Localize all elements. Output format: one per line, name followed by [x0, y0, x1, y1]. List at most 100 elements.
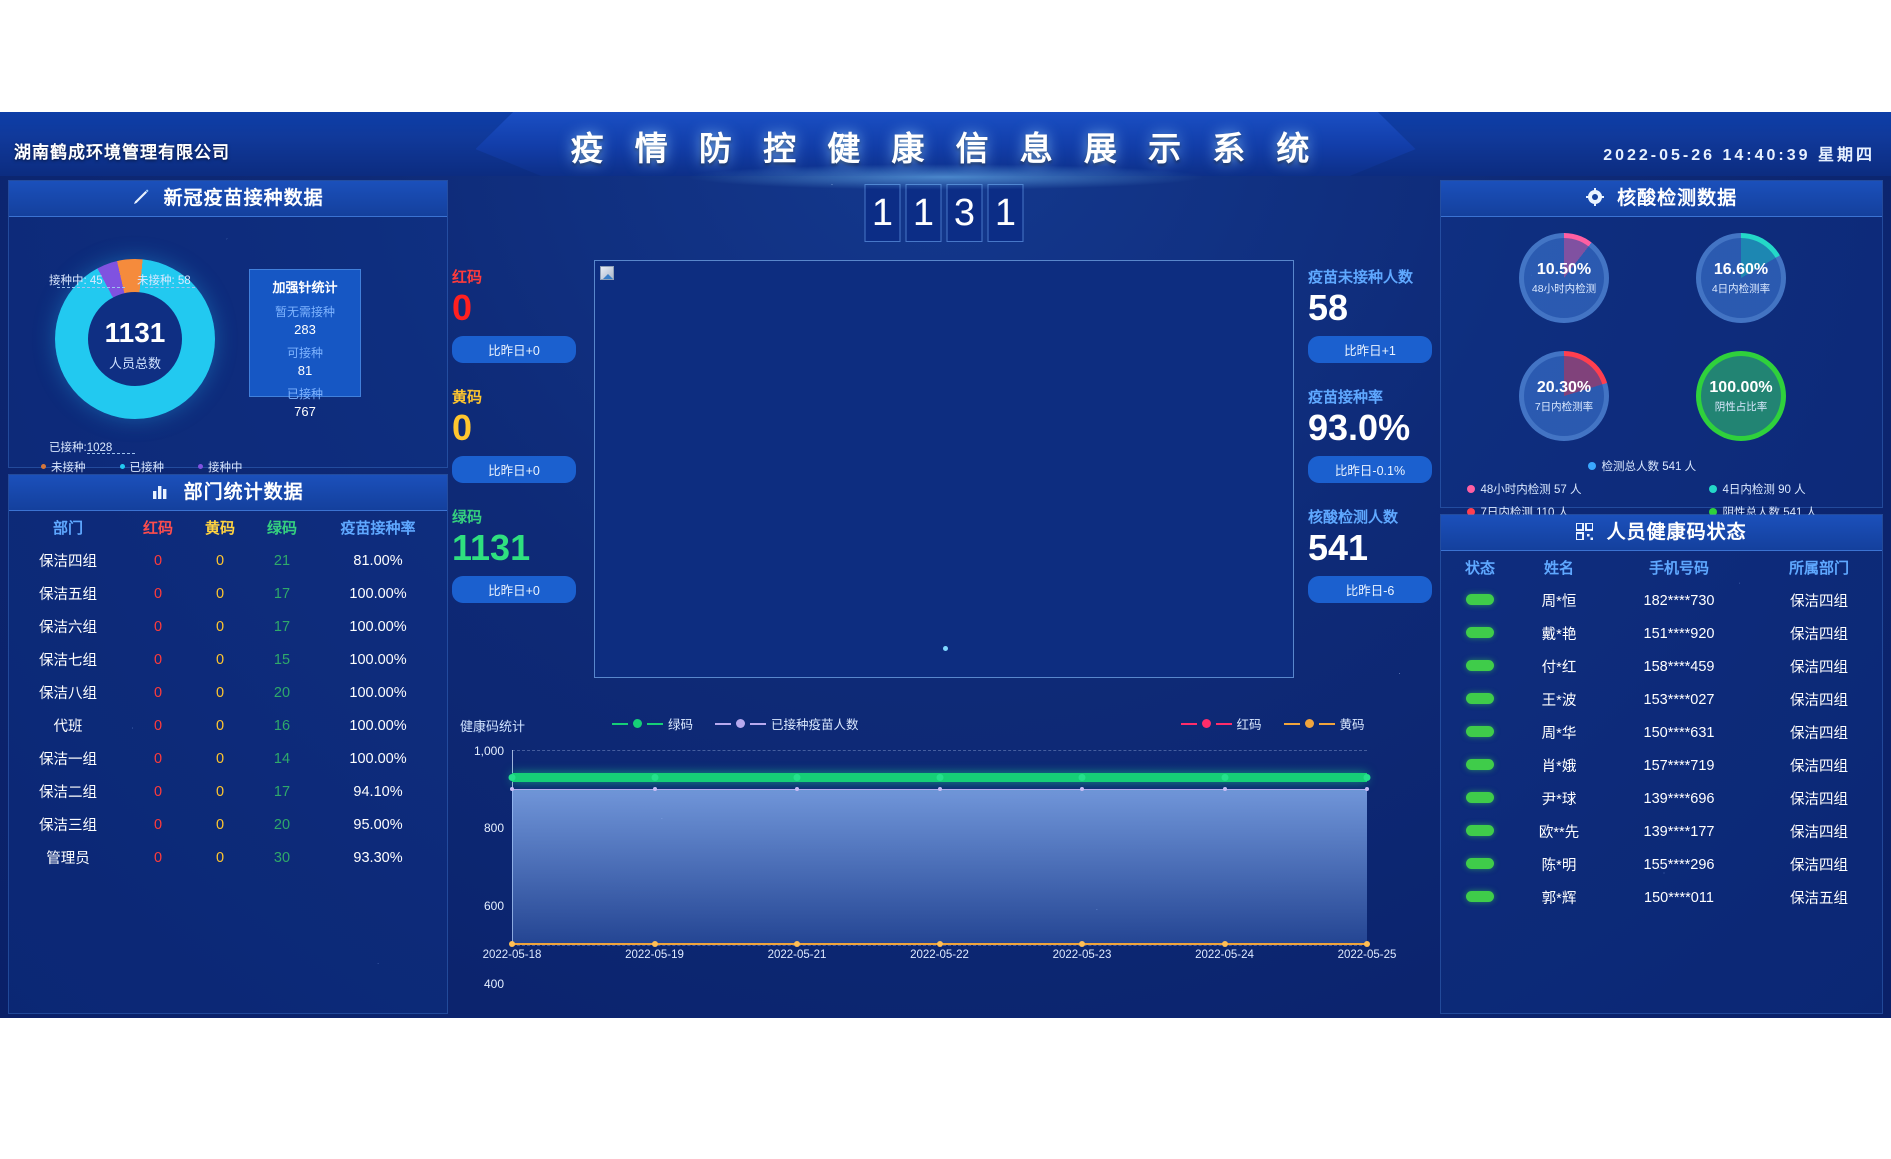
na-legend-item-1-text: 4日内检测 90 人 [1722, 484, 1806, 496]
legend-label-0: 未接种 [51, 462, 86, 474]
kpi-column-left: 红码 0 比昨日+0 黄码 0 比昨日+0 绿码 1131 比昨日+0 [452, 260, 580, 620]
legend-item-0[interactable]: 未接种 [41, 459, 86, 475]
list-item[interactable]: 戴*艳 151****920 保洁四组 [1441, 617, 1884, 650]
health-code-panel-title-text: 人员健康码状态 [1606, 522, 1747, 543]
kpi-value-left-0: 0 [452, 287, 473, 328]
health-code-cell-4-1: 周*华 [1541, 726, 1577, 742]
app-header: 湖南鹤成环境管理有限公司 疫 情 防 控 健 康 信 息 展 示 系 统 202… [0, 112, 1891, 190]
table-row[interactable]: 保洁二组 0 0 17 94.10% [9, 775, 449, 808]
list-item[interactable]: 王*波 153****027 保洁四组 [1441, 683, 1884, 716]
department-cell-5-4: 100.00% [349, 717, 407, 734]
chart-point-gpt-3 [936, 774, 943, 781]
na-legend-item-2-dot [1466, 508, 1475, 516]
green-code-pill [1466, 692, 1494, 704]
department-panel-title: 部门统计数据 [9, 475, 447, 511]
kpi-card-right-0[interactable]: 疫苗未接种人数 58 比昨日+1 [1308, 260, 1436, 380]
na-legend-item-0-text: 48小时内检测 57 人 [1480, 484, 1582, 496]
table-row[interactable]: 代班 0 0 16 100.00% [9, 709, 449, 742]
counter-digit-0: 1 [864, 184, 901, 242]
booster-label-2: 已接种 [286, 387, 323, 401]
donut-label-not-vaccinated: 未接种: 58 [137, 275, 191, 287]
health-code-cell-4-2: 150****631 [1643, 724, 1715, 741]
chart-legend-line2-0 [647, 722, 663, 725]
chart-point-opt-2 [794, 941, 800, 947]
list-item[interactable]: 陈*明 155****296 保洁四组 [1441, 848, 1884, 881]
chart-legend-item-2[interactable]: 红码 [1180, 714, 1262, 733]
health-code-cell-2-3: 保洁四组 [1790, 660, 1848, 676]
table-row[interactable]: 保洁四组 0 0 21 81.00% [9, 544, 449, 577]
legend-item-1[interactable]: 已接种 [119, 459, 164, 475]
chart-legend-dot-0 [633, 719, 642, 728]
department-cell-2-1: 0 [153, 618, 163, 635]
table-row[interactable]: 保洁六组 0 0 17 100.00% [9, 610, 449, 643]
table-row[interactable]: 保洁三组 0 0 20 95.00% [9, 808, 449, 841]
kpi-title-left-1: 黄码 [452, 389, 483, 406]
department-panel-title-text: 部门统计数据 [183, 482, 304, 503]
department-col-header-3: 绿码 [266, 520, 297, 537]
table-row[interactable]: 保洁八组 0 0 20 100.00% [9, 676, 449, 709]
department-cell-2-4: 100.00% [349, 618, 407, 635]
kpi-card-left-1[interactable]: 黄码 0 比昨日+0 [452, 380, 580, 500]
booster-title: 加强针统计 [272, 280, 338, 295]
map-visualization[interactable] [594, 260, 1294, 678]
health-code-panel-title: 人员健康码状态 [1441, 515, 1882, 551]
gauge-0: 10.50% 48小时内检测 [1519, 233, 1609, 323]
chart-point-ppt-2 [795, 787, 799, 791]
leader-line-2 [145, 287, 195, 288]
kpi-title-left-0: 红码 [452, 269, 483, 286]
chart-point-opt-1 [651, 941, 658, 947]
kpi-card-right-1[interactable]: 疫苗接种率 93.0% 比昨日-0.1% [1308, 380, 1436, 500]
counter-digit-3: 1 [987, 184, 1024, 242]
health-code-cell-5-3: 保洁四组 [1790, 759, 1848, 775]
table-row[interactable]: 保洁一组 0 0 14 100.00% [9, 742, 449, 775]
kpi-delta-right-0: 比昨日+1 [1308, 336, 1432, 363]
table-row[interactable]: 保洁七组 0 0 15 100.00% [9, 643, 449, 676]
chart-point-ppt-3 [937, 787, 942, 791]
list-item[interactable]: 欧**先 139****177 保洁四组 [1441, 815, 1884, 848]
chart-legend-item-3[interactable]: 黄码 [1283, 714, 1365, 733]
list-item[interactable]: 尹*球 139****696 保洁四组 [1441, 782, 1884, 815]
gauge-1: 16.60% 4日内检测率 [1696, 233, 1786, 323]
chart-legend-item-0[interactable]: 绿码 [612, 714, 693, 733]
gauge-inner-0: 10.50% 48小时内检测 [1524, 238, 1604, 318]
list-item[interactable]: 周*恒 182****730 保洁四组 [1441, 584, 1884, 617]
leader-line-1 [57, 287, 125, 288]
chart-point-ppt-5 [1222, 787, 1227, 791]
department-cell-8-0: 保洁三组 [39, 818, 97, 834]
health-code-cell-6-1: 尹*球 [1541, 792, 1577, 808]
list-item[interactable]: 肖*娥 157****719 保洁四组 [1441, 749, 1884, 782]
booster-value-0: 283 [294, 322, 316, 337]
na-legend-item-1: 4日内检测 90 人 [1708, 481, 1859, 497]
chart-ytick-3: 600 [483, 899, 504, 913]
health-code-cell-0-3: 保洁四组 [1790, 594, 1848, 610]
donut-legend: 未接种 已接种 接种中 [29, 459, 429, 475]
donut-ring [55, 259, 215, 419]
green-code-pill [1466, 659, 1494, 671]
department-cell-3-4: 100.00% [349, 651, 407, 668]
department-cell-9-2: 0 [215, 849, 225, 866]
page-title: 疫 情 防 控 健 康 信 息 展 示 系 统 [570, 130, 1321, 167]
legend-dot-2 [198, 464, 203, 469]
chart-legend-item-1[interactable]: 已接种疫苗人数 [715, 714, 859, 733]
list-item[interactable]: 付*红 158****459 保洁四组 [1441, 650, 1884, 683]
table-row[interactable]: 管理员 0 0 30 93.30% [9, 841, 449, 874]
chart-point-opt-5 [1221, 941, 1228, 947]
kpi-card-left-2[interactable]: 绿码 1131 比昨日+0 [452, 500, 580, 620]
health-code-cell-9-1: 郭*辉 [1541, 891, 1577, 907]
chart-legend-label-3: 黄码 [1339, 718, 1365, 732]
status-badge [1441, 791, 1519, 807]
department-cell-0-4: 81.00% [353, 552, 403, 569]
legend-item-2[interactable]: 接种中 [198, 459, 243, 475]
na-legend-item-1-dot [1708, 485, 1717, 493]
list-item[interactable]: 郭*辉 150****011 保洁五组 [1441, 881, 1884, 914]
department-cell-3-0: 保洁七组 [39, 653, 97, 669]
chart-title: 健康码统计 [460, 719, 526, 734]
department-cell-4-3: 20 [273, 684, 291, 701]
kpi-card-left-0[interactable]: 红码 0 比昨日+0 [452, 260, 580, 380]
health-code-cell-1-3: 保洁四组 [1790, 627, 1848, 643]
table-row[interactable]: 保洁五组 0 0 17 100.00% [9, 577, 449, 610]
kpi-card-right-2[interactable]: 核酸检测人数 541 比昨日-6 [1308, 500, 1436, 620]
list-item[interactable]: 周*华 150****631 保洁四组 [1441, 716, 1884, 749]
department-cell-6-3: 14 [273, 750, 291, 767]
